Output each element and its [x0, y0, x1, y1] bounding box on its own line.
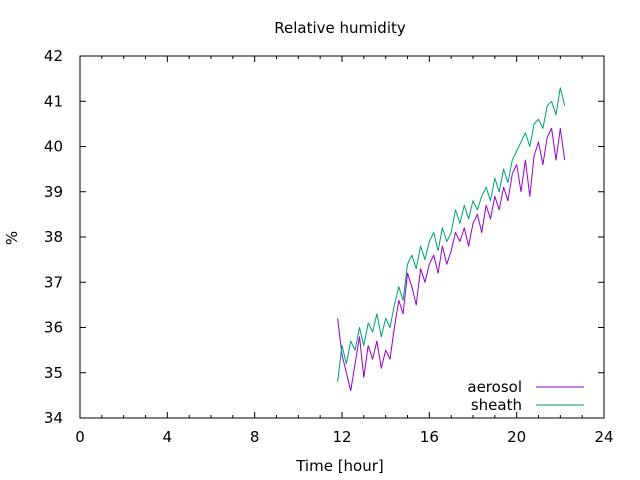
series-line-aerosol	[337, 127, 566, 392]
series-line-sheath	[337, 87, 566, 382]
x-tick-label: 20	[507, 428, 526, 446]
y-tick-label: 36	[44, 319, 63, 337]
legend-label-aerosol: aerosol	[467, 378, 522, 396]
y-tick-label: 37	[44, 273, 63, 291]
y-tick-label: 35	[44, 364, 63, 382]
y-axis-label: %	[3, 231, 21, 245]
plot-frame	[79, 55, 605, 419]
y-tick-label: 38	[44, 228, 63, 246]
axis-ticks	[79, 55, 605, 419]
chart-title: Relative humidity	[274, 19, 406, 37]
plot-lines	[337, 87, 566, 392]
legend-label-sheath: sheath	[471, 396, 522, 414]
x-axis-label: Time [hour]	[295, 457, 384, 475]
x-tick-label: 8	[250, 428, 260, 446]
x-tick-label: 24	[594, 428, 613, 446]
x-tick-label: 16	[420, 428, 439, 446]
x-tick-label: 0	[75, 428, 85, 446]
axis-tick-labels: 0 4 8 12 16 20 24 34 35 36 37 38 39 40 41 42	[44, 47, 614, 446]
y-tick-label: 40	[44, 138, 63, 156]
y-tick-label: 41	[44, 92, 63, 110]
y-tick-label: 34	[44, 409, 63, 427]
x-tick-label: 4	[163, 428, 173, 446]
x-tick-label: 12	[332, 428, 351, 446]
y-tick-label: 39	[44, 183, 63, 201]
y-tick-label: 42	[44, 47, 63, 65]
